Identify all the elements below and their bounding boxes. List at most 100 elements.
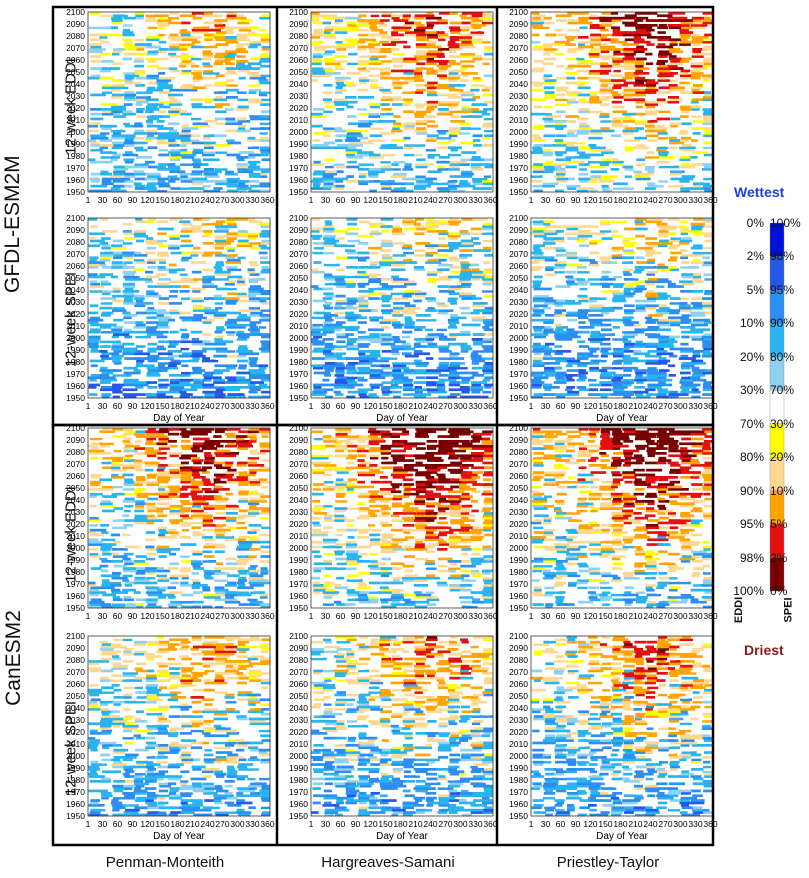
heatmap-cell [203, 158, 220, 162]
heatmap-cell [459, 275, 477, 279]
heatmap-cell [600, 43, 608, 46]
heatmap-cell [471, 237, 480, 240]
heatmap-cell [156, 14, 173, 18]
heatmap-cell [589, 122, 604, 126]
heatmap-cell [702, 251, 712, 255]
heatmap-cell [402, 14, 411, 18]
heatmap-cell [612, 345, 624, 348]
heatmap-cell [448, 60, 456, 63]
heatmap-cell [158, 52, 174, 56]
heatmap-cell [679, 374, 688, 377]
heatmap-cell [601, 38, 617, 42]
heatmap-cell [622, 249, 634, 252]
heatmap-cell [145, 232, 160, 236]
heatmap-cell [237, 79, 252, 82]
heatmap-cell [402, 362, 418, 365]
heatmap-cell [168, 151, 182, 154]
heatmap-cell [202, 586, 210, 590]
heatmap-cell [645, 105, 655, 109]
heatmap-cell [449, 232, 462, 236]
heatmap-cell [124, 98, 142, 102]
heatmap-cell [702, 342, 713, 346]
heatmap-cell [225, 321, 237, 324]
heatmap-cell [679, 91, 694, 94]
heatmap-cell [415, 45, 431, 49]
heatmap-cell [260, 302, 270, 305]
heatmap-cell [227, 306, 239, 310]
heatmap-cell [112, 184, 127, 188]
heatmap-cell [402, 220, 417, 224]
heatmap-cell [135, 218, 143, 221]
heatmap-cell [658, 19, 674, 22]
heatmap-cell [588, 165, 606, 169]
heatmap-cell [358, 285, 366, 288]
heatmap-cell [693, 304, 707, 308]
heatmap-cell [157, 593, 175, 597]
heatmap-cell [566, 38, 574, 42]
heatmap-cell [203, 172, 218, 176]
heatmap-cell [227, 105, 236, 109]
heatmap-cell [633, 323, 641, 327]
heatmap-cell [656, 122, 672, 126]
heatmap-cell [181, 345, 193, 348]
heatmap-cell [543, 105, 552, 109]
heatmap-cell [555, 60, 566, 63]
heatmap-cell [531, 12, 540, 15]
heatmap-cell [335, 302, 353, 305]
heatmap-cell [473, 309, 485, 312]
heatmap-cell [191, 287, 206, 291]
heatmap-cell [347, 340, 357, 344]
heatmap-cell [656, 362, 668, 365]
heatmap-cell [449, 352, 460, 356]
heatmap-cell [680, 108, 695, 111]
heatmap-cell [436, 280, 451, 284]
heatmap-cell [668, 364, 676, 368]
heatmap-cell [100, 12, 108, 15]
heatmap-cell [157, 55, 166, 58]
heatmap-cell [693, 43, 701, 46]
heatmap-cell [168, 244, 179, 248]
heatmap-cell [703, 350, 711, 353]
heatmap-cell [679, 371, 691, 375]
heatmap-cell [634, 122, 647, 126]
heatmap-cell [702, 21, 713, 25]
heatmap-cell [426, 388, 442, 392]
heatmap-cell [145, 129, 159, 133]
heatmap-cell [622, 270, 630, 274]
heatmap-cell [191, 586, 200, 590]
heatmap-cell [113, 177, 131, 181]
heatmap-cell [390, 40, 408, 44]
heatmap-cell [238, 127, 246, 130]
heatmap-cell [259, 290, 270, 293]
heatmap-cell [470, 311, 480, 315]
heatmap-cell [624, 222, 638, 226]
heatmap-cell [101, 395, 110, 399]
heatmap-cell [448, 26, 461, 30]
heatmap-cell [690, 376, 701, 380]
heatmap-cell [133, 326, 151, 329]
heatmap-cell [179, 395, 191, 399]
heatmap-cell [449, 36, 463, 39]
heatmap-cell [439, 76, 448, 80]
heatmap-cell [447, 326, 458, 329]
heatmap-cell [110, 187, 121, 190]
heatmap-cell [553, 244, 570, 248]
heatmap-cell [181, 156, 195, 159]
heatmap-cell [416, 180, 433, 183]
heatmap-cell [380, 357, 398, 360]
heatmap-cell [146, 302, 154, 305]
heatmap-cell [167, 136, 182, 140]
heatmap-cell [237, 170, 254, 174]
heatmap-cell [369, 333, 380, 336]
heatmap-cell [611, 364, 623, 368]
heatmap-cell [324, 278, 337, 281]
heatmap-cell [136, 98, 153, 102]
heatmap-cell [670, 251, 682, 255]
heatmap-cell [531, 24, 549, 27]
heatmap-cell [481, 297, 493, 300]
heatmap-cell [312, 86, 322, 90]
heatmap-cell [424, 84, 435, 87]
heatmap-cell [323, 350, 332, 353]
x-tick-label: 270 [658, 401, 672, 411]
heatmap-cell [679, 242, 690, 245]
